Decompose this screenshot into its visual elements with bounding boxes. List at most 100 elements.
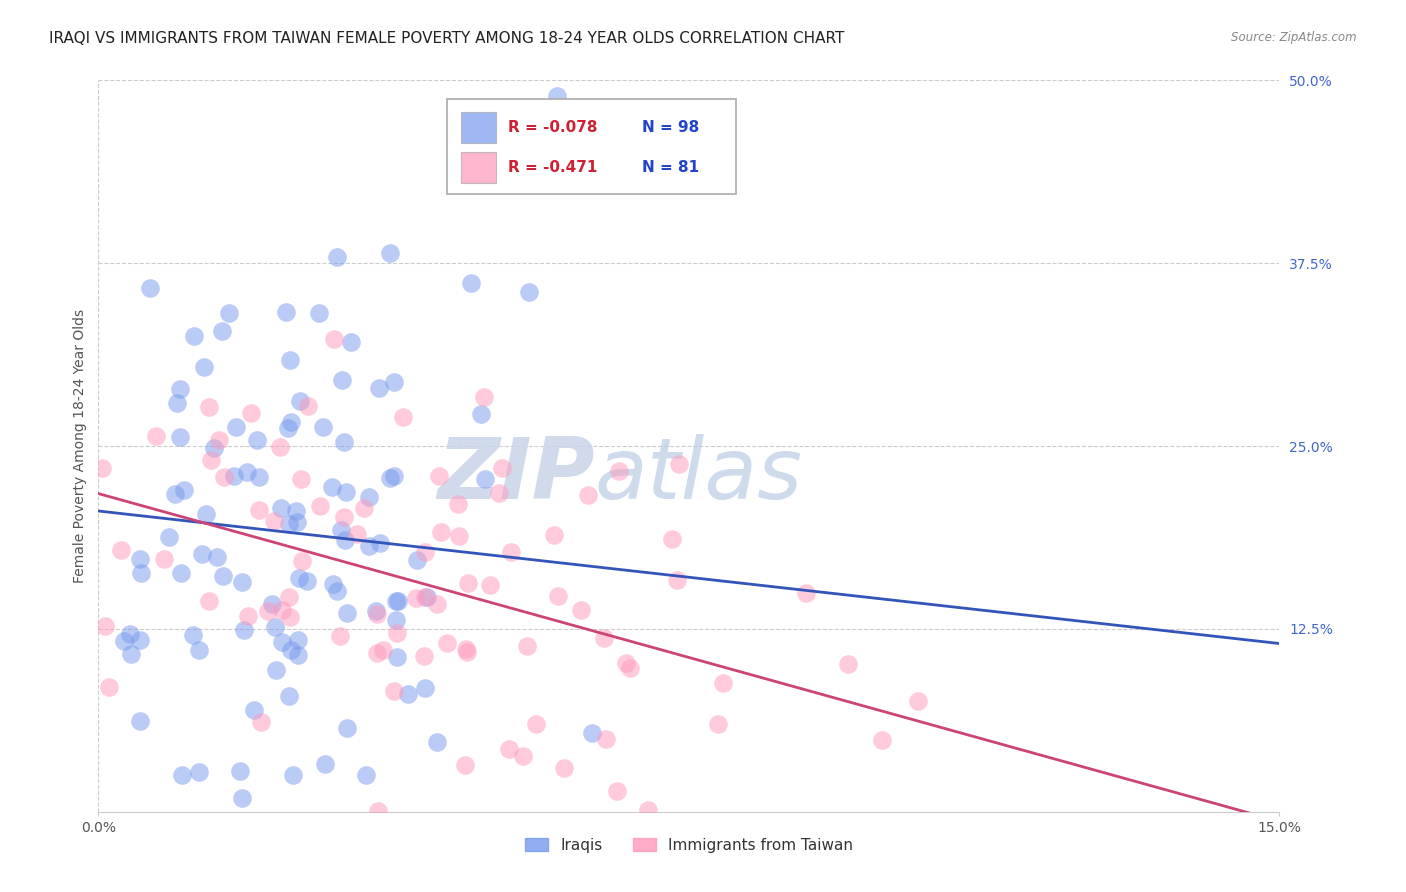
Point: [309, 500, 332, 514]
Point: [501, 545, 523, 559]
Point: [364, 604, 387, 618]
Point: [512, 748, 534, 763]
Point: [112, 634, 135, 648]
Text: R = -0.471: R = -0.471: [508, 160, 598, 175]
Point: [367, 381, 389, 395]
Point: [457, 576, 479, 591]
Point: [668, 457, 690, 471]
Point: [326, 583, 349, 598]
Point: [208, 433, 231, 447]
Point: [120, 647, 142, 661]
Point: [479, 578, 502, 592]
Point: [165, 487, 187, 501]
Point: [285, 515, 308, 529]
Point: [170, 566, 193, 580]
Point: [353, 501, 375, 516]
Point: [200, 452, 222, 467]
Point: [430, 524, 453, 539]
Point: [322, 576, 344, 591]
Point: [312, 420, 335, 434]
FancyBboxPatch shape: [461, 153, 496, 183]
Point: [321, 480, 343, 494]
Text: IRAQI VS IMMIGRANTS FROM TAIWAN FEMALE POVERTY AMONG 18-24 YEAR OLDS CORRELATION: IRAQI VS IMMIGRANTS FROM TAIWAN FEMALE P…: [49, 31, 845, 46]
Point: [214, 470, 236, 484]
Point: [335, 485, 357, 500]
Point: [406, 553, 429, 567]
Point: [498, 741, 520, 756]
Point: [283, 768, 305, 782]
Point: [336, 607, 359, 621]
Point: [606, 784, 628, 798]
Point: [287, 648, 309, 662]
Point: [262, 597, 284, 611]
Point: [488, 486, 510, 500]
Point: [516, 639, 538, 653]
Point: [290, 472, 312, 486]
Point: [366, 646, 388, 660]
Point: [277, 421, 299, 435]
Point: [278, 352, 301, 367]
Point: [308, 306, 330, 320]
Point: [661, 532, 683, 546]
Point: [474, 472, 496, 486]
Point: [373, 643, 395, 657]
Point: [231, 575, 253, 590]
Point: [336, 721, 359, 735]
Point: [288, 394, 311, 409]
Point: [129, 552, 152, 566]
Point: [427, 469, 450, 483]
Point: [270, 501, 292, 516]
Point: [264, 664, 287, 678]
Point: [166, 396, 188, 410]
Point: [263, 514, 285, 528]
Point: [368, 536, 391, 550]
Point: [382, 469, 405, 483]
Point: [243, 703, 266, 717]
Point: [436, 636, 458, 650]
Point: [359, 539, 381, 553]
Point: [607, 464, 630, 478]
Point: [249, 715, 271, 730]
Point: [354, 768, 377, 782]
Point: [396, 686, 419, 700]
Point: [284, 504, 307, 518]
Point: [187, 643, 209, 657]
Point: [405, 591, 427, 605]
Point: [581, 726, 603, 740]
Point: [280, 643, 302, 657]
Text: N = 98: N = 98: [641, 120, 699, 135]
Point: [198, 400, 221, 414]
Point: [367, 804, 389, 818]
Point: [378, 246, 401, 260]
Y-axis label: Female Poverty Among 18-24 Year Olds: Female Poverty Among 18-24 Year Olds: [73, 309, 87, 583]
Point: [326, 250, 349, 264]
Point: [330, 524, 353, 538]
Point: [212, 569, 235, 583]
Point: [460, 276, 482, 290]
Point: [392, 409, 415, 424]
Point: [339, 335, 361, 350]
Point: [385, 594, 408, 608]
Point: [329, 629, 352, 643]
Point: [569, 603, 592, 617]
FancyBboxPatch shape: [447, 99, 737, 194]
Point: [218, 306, 240, 320]
Point: [191, 547, 214, 561]
Point: [169, 382, 191, 396]
Point: [323, 332, 346, 346]
Point: [236, 466, 259, 480]
Point: [330, 372, 353, 386]
Point: [118, 627, 141, 641]
Point: [169, 430, 191, 444]
Point: [225, 420, 247, 434]
Point: [470, 408, 492, 422]
Point: [447, 497, 470, 511]
Point: [711, 676, 734, 690]
Point: [287, 571, 309, 585]
Point: [614, 656, 637, 670]
Point: [145, 429, 167, 443]
Point: [205, 549, 228, 564]
Point: [412, 649, 434, 664]
Legend: Iraqis, Immigrants from Taiwan: Iraqis, Immigrants from Taiwan: [519, 831, 859, 859]
Point: [385, 613, 408, 627]
